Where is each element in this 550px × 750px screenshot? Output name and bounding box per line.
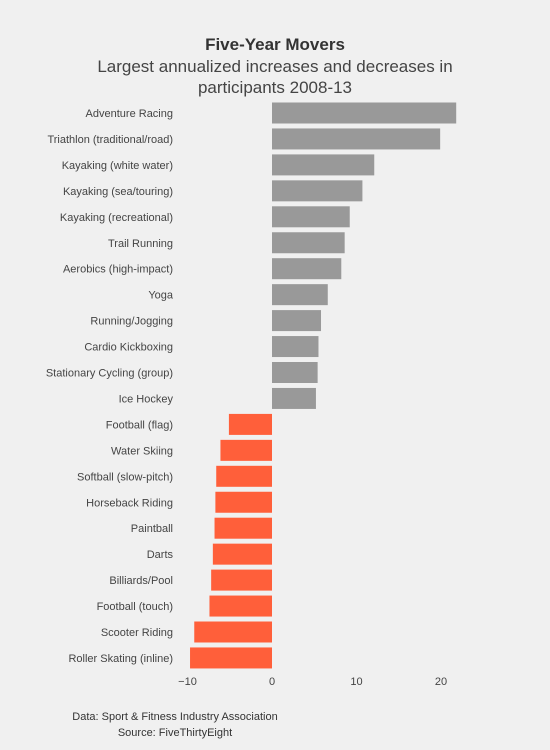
bar-billiards-pool: [211, 569, 272, 591]
category-label: Kayaking (white water): [62, 160, 173, 172]
category-label: Adventure Racing: [86, 108, 173, 120]
category-label: Football (touch): [97, 601, 173, 613]
category-label: Horseback Riding: [86, 497, 173, 509]
bar-football-touch: [209, 595, 272, 617]
bar-football-flag: [228, 413, 272, 435]
category-label: Running/Jogging: [90, 316, 173, 328]
chart-title: Five-Year Movers: [205, 35, 345, 54]
bar-triathlon-traditional-road: [272, 128, 441, 150]
category-label: Paintball: [131, 523, 173, 535]
category-label: Yoga: [148, 290, 174, 302]
x-tick-label: 10: [350, 676, 362, 688]
bar-aerobics-high-impact: [272, 258, 342, 280]
category-label: Scooter Riding: [101, 627, 173, 639]
source-note: Data: Sport & Fitness Industry Associati…: [60, 709, 290, 741]
chart-subtitle: Largest annualized increases and decreas…: [97, 57, 453, 97]
x-tick-label: 20: [435, 676, 447, 688]
chart-title-block: Five-Year Movers Largest annualized incr…: [0, 34, 550, 98]
category-label: Roller Skating (inline): [68, 653, 173, 665]
source-line-data: Data: Sport & Fitness Industry Associati…: [72, 711, 278, 723]
category-label: Stationary Cycling (group): [46, 368, 173, 380]
x-tick-label: 0: [269, 676, 275, 688]
bar-darts: [212, 543, 272, 565]
bar-cardio-kickboxing: [272, 336, 319, 358]
source-line-site: Source: FiveThirtyEight: [117, 727, 233, 739]
bar-roller-skating-inline: [190, 647, 272, 669]
category-label: Cardio Kickboxing: [84, 342, 173, 354]
category-label: Aerobics (high-impact): [63, 264, 173, 276]
category-label: Ice Hockey: [119, 393, 174, 405]
category-label: Football (flag): [106, 419, 173, 431]
bar-adventure-racing: [272, 102, 457, 124]
bar-trail-running: [272, 232, 345, 254]
bar-horseback-riding: [215, 491, 272, 513]
x-tick-label: −10: [178, 676, 197, 688]
category-label: Softball (slow-pitch): [77, 471, 173, 483]
category-label: Triathlon (traditional/road): [47, 134, 173, 146]
bar-paintball: [214, 517, 272, 539]
bar-water-skiing: [220, 439, 272, 461]
bar-kayaking-white-water: [272, 154, 375, 176]
bar-ice-hockey: [272, 387, 316, 409]
category-label: Darts: [147, 549, 174, 561]
bar-kayaking-recreational: [272, 206, 350, 228]
category-label: Billiards/Pool: [109, 575, 173, 587]
bar-yoga: [272, 284, 328, 306]
bar-softball-slow-pitch: [216, 465, 272, 487]
category-label: Water Skiing: [111, 445, 173, 457]
bar-kayaking-sea-touring: [272, 180, 363, 202]
category-label: Kayaking (recreational): [60, 212, 173, 224]
bar-scooter-riding: [194, 621, 272, 643]
bar-running-jogging: [272, 310, 322, 332]
category-label: Kayaking (sea/touring): [63, 186, 173, 198]
bar-stationary-cycling-group: [272, 362, 318, 383]
category-label: Trail Running: [108, 238, 173, 250]
